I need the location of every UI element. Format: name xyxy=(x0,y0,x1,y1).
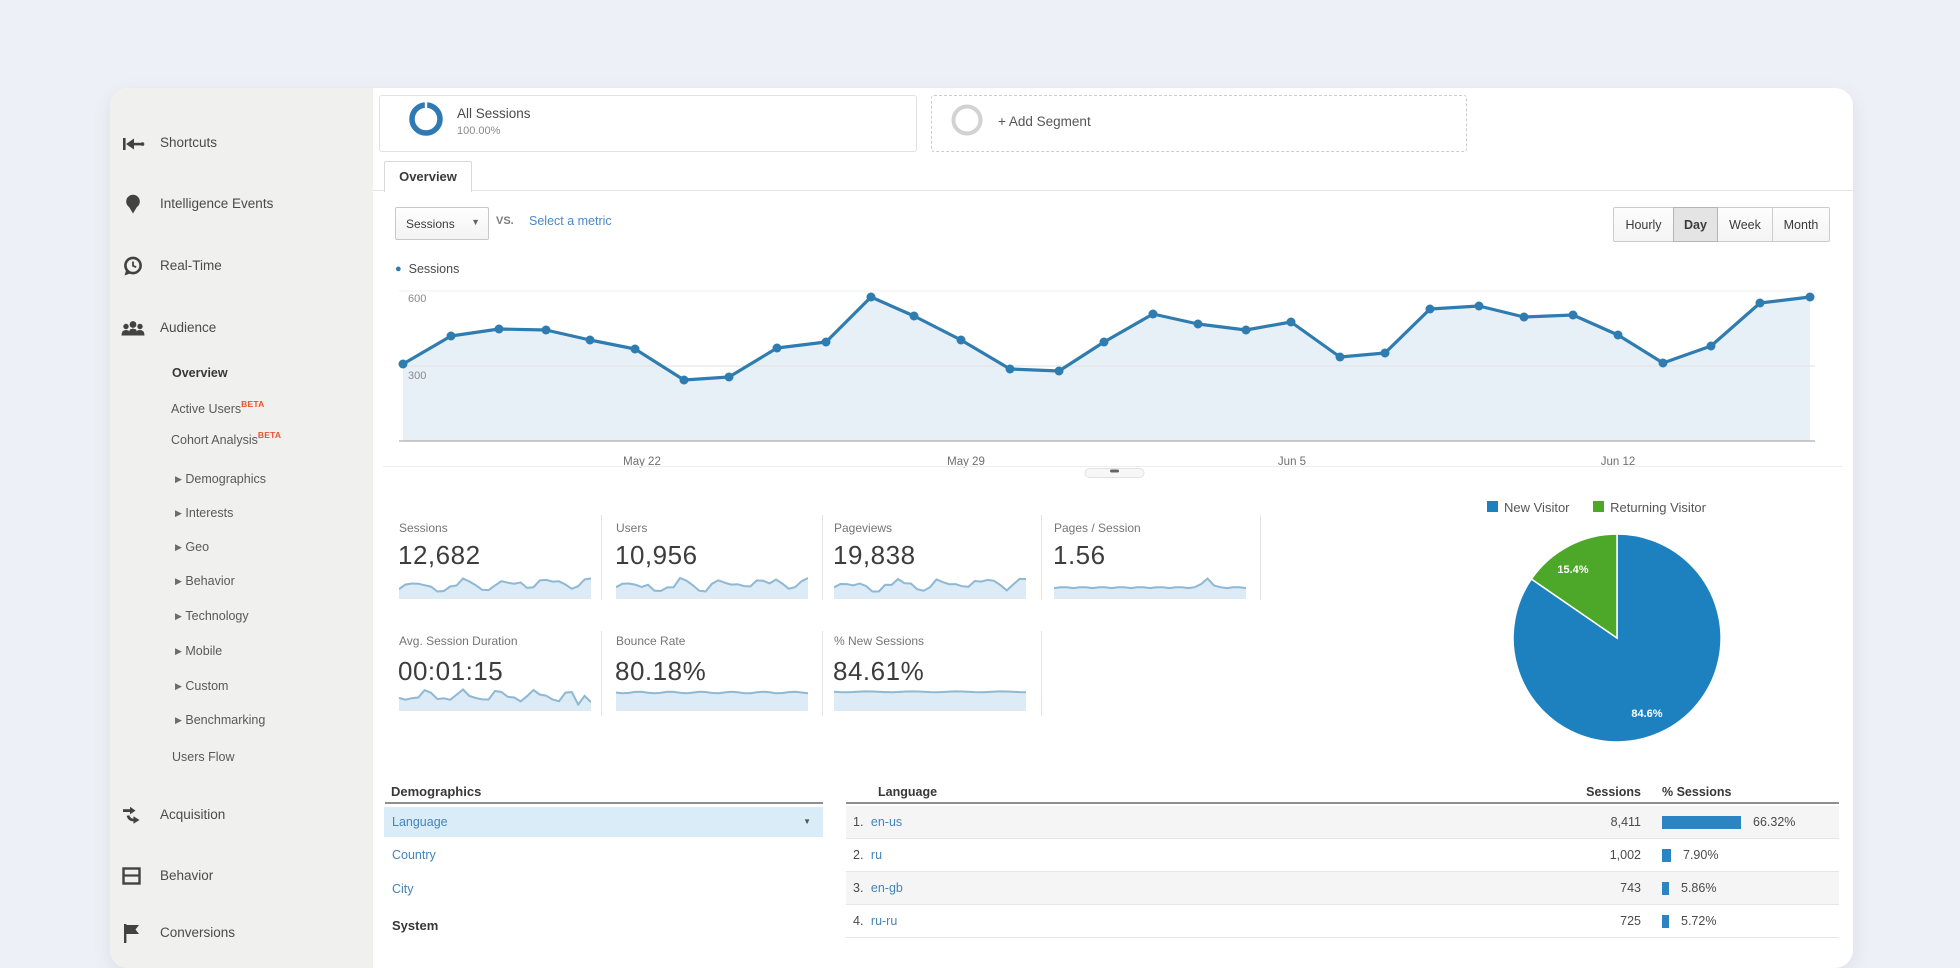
svg-text:15.4%: 15.4% xyxy=(1557,564,1588,576)
svg-text:May 29: May 29 xyxy=(947,456,985,468)
svg-text:May 22: May 22 xyxy=(623,456,661,468)
svg-text:84.6%: 84.6% xyxy=(1631,708,1662,720)
svg-text:Jun 12: Jun 12 xyxy=(1601,456,1636,468)
svg-text:600: 600 xyxy=(408,293,426,305)
svg-text:Jun 5: Jun 5 xyxy=(1278,456,1306,468)
svg-text:300: 300 xyxy=(408,370,426,382)
